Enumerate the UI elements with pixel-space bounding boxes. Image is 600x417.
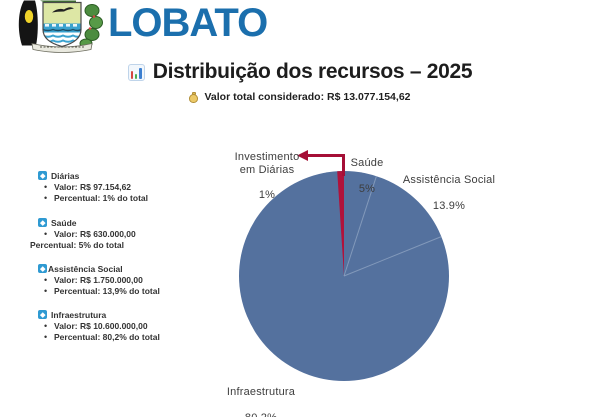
legend-line-text: Percentual: 13,9% do total: [54, 285, 160, 296]
bullet: •: [44, 192, 48, 203]
pie-label-text: Investimento em Diárias: [234, 151, 300, 176]
slice-divider-assistencia-infraestrutura: [343, 236, 442, 277]
distribution-pie-chart: [239, 150, 449, 381]
pie-label-investimento-em-diarias: Investimento em Diárias 1%: [235, 139, 300, 214]
legend-line: • Valor: R$ 10.600.000,00: [44, 320, 225, 331]
bullet: •: [44, 285, 48, 296]
pie-label-text: Assistência Social: [402, 174, 496, 187]
legend-line-text: Valor: R$ 10.600.000,00: [54, 320, 148, 331]
logo-foliage: [79, 4, 103, 49]
legend-group-label: Saúde: [51, 217, 77, 228]
total-value-label: Valor total considerado: R$ 13.077.154,6…: [204, 91, 411, 103]
legend-line-text: Percentual: 1% do total: [54, 192, 148, 203]
pie-label-assistencia-social: Assistência Social 13.9%: [403, 162, 495, 225]
blue-diamond-icon: [38, 310, 47, 319]
blue-diamond-icon: [38, 171, 47, 180]
legend-group-header: Diárias: [38, 170, 225, 181]
bullet: •: [44, 181, 48, 192]
legend-line: • Percentual: 1% do total: [44, 192, 225, 203]
pie-label-pct: 5%: [358, 182, 376, 195]
legend-line-text: Percentual: 5% do total: [30, 239, 124, 250]
legend-group-diarias: Diárias • Valor: R$ 97.154,62 • Percentual…: [30, 170, 225, 203]
legend-group-label: Diárias: [51, 170, 80, 181]
legend-group-header: Assistência Social: [38, 263, 225, 274]
legend-line-text: Valor: R$ 630.000,00: [54, 228, 136, 239]
legend-group-label: Infraestrutura: [51, 309, 107, 320]
legend-line-text: Valor: R$ 1.750.000,00: [54, 274, 143, 285]
bar-chart-icon: [127, 64, 145, 81]
legend-line: • Valor: R$ 97.154,62: [44, 181, 225, 192]
legend-line: • Valor: R$ 1.750.000,00: [44, 274, 225, 285]
pie-label-pct: 13.9%: [432, 199, 466, 212]
annotation-arrow-line: [306, 154, 345, 176]
money-bag-icon: [189, 91, 199, 103]
pie-label-saude: Saúde 5%: [351, 145, 384, 208]
legend-group-assistencia-social: Assistência Social • Valor: R$ 1.750.000,…: [30, 263, 225, 296]
logo-bird-belly: [24, 10, 34, 23]
slice-investimento-em-diarias: [337, 171, 344, 276]
pie-label-pct: 80.2%: [227, 412, 295, 417]
logo-ribbon: [31, 42, 93, 53]
page-title: Distribuição dos recursos – 2025: [152, 60, 473, 83]
blue-diamond-icon: [38, 264, 47, 273]
legend-group-saude: Saúde • Valor: R$ 630.000,00 Percentual: …: [30, 217, 225, 250]
pie-label-text: Saúde: [350, 157, 384, 170]
legend-group-header: Infraestrutura: [38, 309, 225, 320]
legend-line: • Percentual: 13,9% do total: [44, 285, 225, 296]
legend-group-header: Saúde: [38, 217, 225, 228]
pie-label-text: Infraestrutura: [226, 386, 296, 399]
pie-label-pct: 1%: [258, 189, 276, 202]
total-value-row: Valor total considerado: R$ 13.077.154,6…: [0, 91, 600, 103]
blue-diamond-icon: [38, 218, 47, 227]
legend-group-infraestrutura: Infraestrutura • Valor: R$ 10.600.000,00 …: [30, 309, 225, 342]
bullet: •: [44, 228, 48, 239]
legend-line-text: Percentual: 80,2% do total: [54, 331, 160, 342]
legend-line: • Valor: R$ 630.000,00: [44, 228, 225, 239]
legend-line-text: Valor: R$ 97.154,62: [54, 181, 132, 192]
municipality-name: LOBATO: [108, 1, 268, 45]
chart-title-row: Distribuição dos recursos – 2025: [0, 60, 600, 84]
municipal-coat-of-arms-logo: [18, 0, 103, 53]
legend-line: Percentual: 5% do total: [30, 239, 225, 250]
bullet: •: [44, 331, 48, 342]
legend-group-label: Assistência Social: [48, 263, 123, 274]
logo-left-bird: [18, 0, 38, 46]
bullet: •: [44, 320, 48, 331]
slice-divider-saude-assistencia: [343, 176, 377, 277]
annotation-arrow-head: [297, 150, 308, 161]
bullet: •: [44, 274, 48, 285]
pie-label-infraestrutura: Infraestrutura 80.2%: [227, 374, 295, 417]
legend-line: • Percentual: 80,2% do total: [44, 331, 225, 342]
